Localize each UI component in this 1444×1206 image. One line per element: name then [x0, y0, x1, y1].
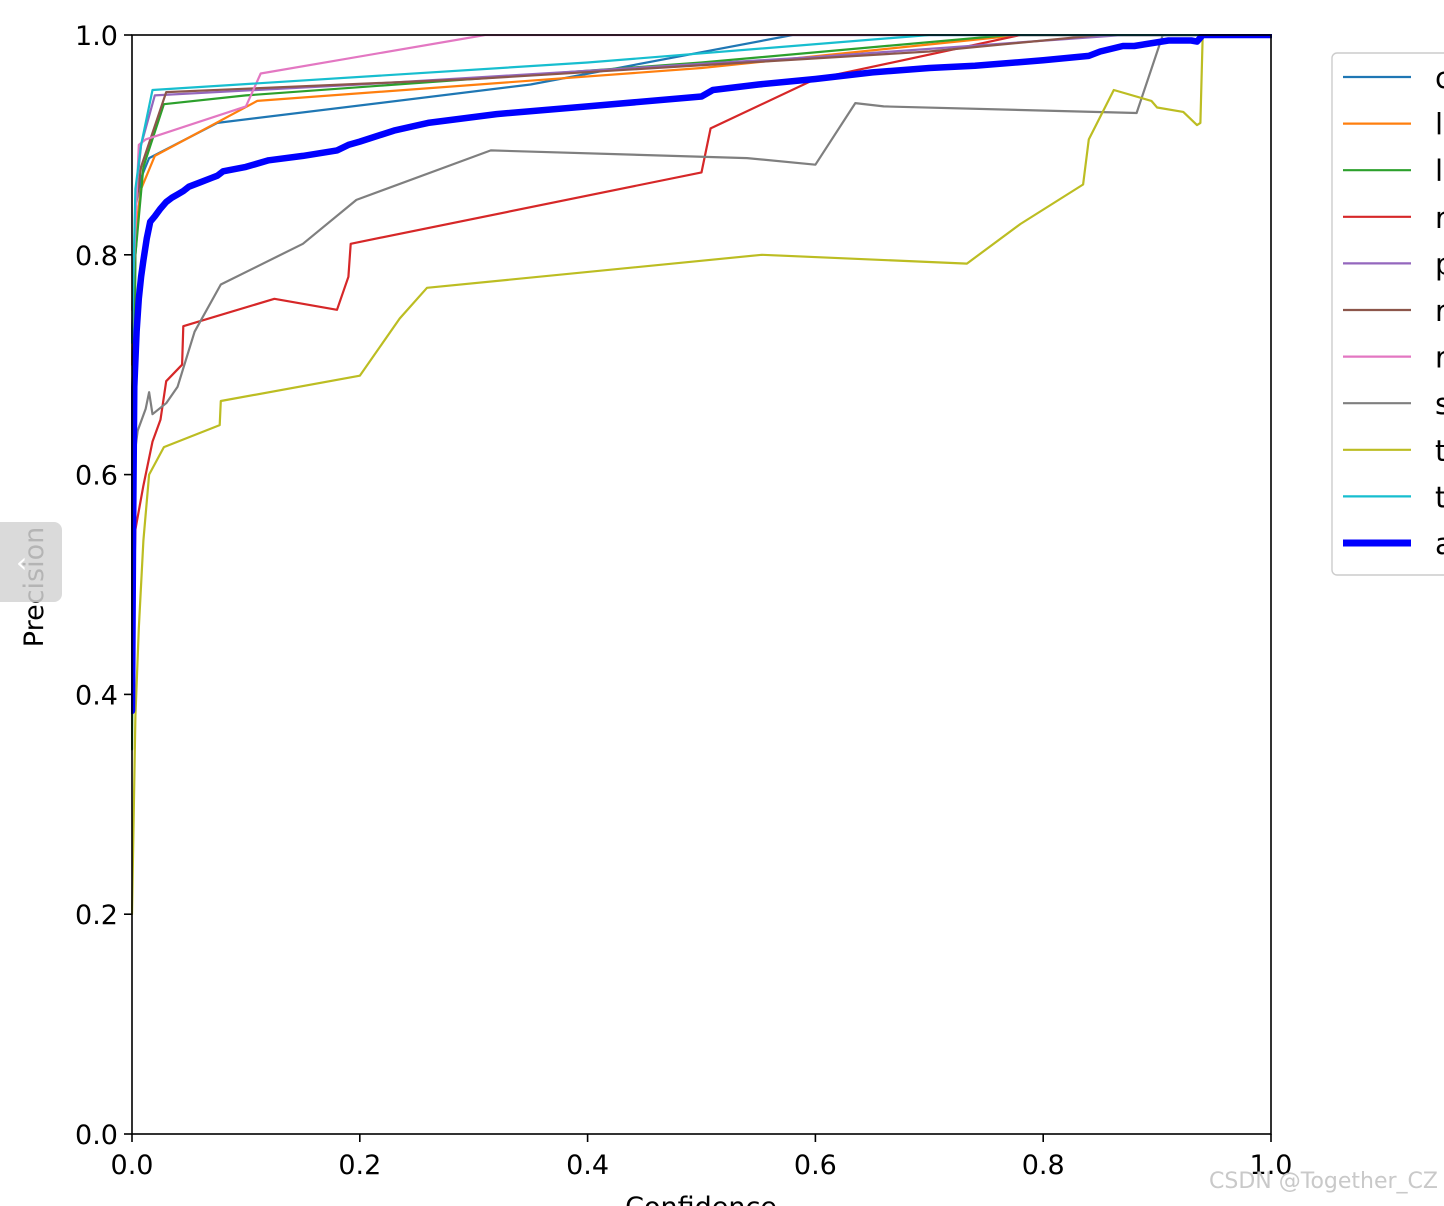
x-tick-label: 0.2 — [338, 1150, 381, 1181]
series-line-11 — [131, 34, 1272, 715]
x-tick-label: 0.8 — [1022, 1150, 1065, 1181]
series-line-8 — [131, 34, 1272, 476]
legend-label-4: r — [1435, 201, 1444, 235]
legend-label-9: t — [1435, 434, 1444, 468]
legend-label-1: c — [1435, 61, 1444, 95]
plot-area — [132, 35, 1271, 1134]
legend: cllrprrstta — [1331, 52, 1444, 576]
legend-label-2: l — [1435, 108, 1443, 142]
legend-label-8: s — [1435, 387, 1444, 421]
legend-label-10: t — [1435, 480, 1444, 514]
y-tick-label: 0.6 — [75, 461, 118, 492]
x-tick-label: 0.6 — [794, 1150, 837, 1181]
legend-label-7: r — [1435, 341, 1444, 375]
x-axis-ticks: 0.0 0.2 0.4 0.6 0.8 1.0 — [111, 1134, 1293, 1181]
watermark: CSDN @Together_CZ — [1209, 1169, 1438, 1194]
y-tick-label: 0.2 — [75, 900, 118, 931]
legend-label-3: l — [1435, 154, 1443, 188]
y-tick-label: 0.0 — [75, 1120, 118, 1151]
x-axis-label: Confidence — [625, 1192, 777, 1206]
legend-label-6: r — [1435, 294, 1444, 328]
x-tick-label: 0.4 — [566, 1150, 609, 1181]
x-tick-label: 0.0 — [111, 1150, 154, 1181]
series-line-4 — [131, 34, 1272, 674]
legend-label-5: p — [1435, 247, 1444, 281]
y-axis-ticks: 0.0 0.2 0.4 0.6 0.8 1.0 — [75, 21, 132, 1151]
series-line-3 — [131, 34, 1272, 751]
legend-frame — [1331, 52, 1444, 576]
x-tick-label: 1.0 — [1250, 1150, 1293, 1181]
side-panel-handle[interactable]: ‹ — [0, 522, 62, 602]
legend-label-11: a — [1435, 527, 1444, 561]
plot-frame — [131, 34, 1272, 1135]
y-tick-label: 1.0 — [75, 21, 118, 52]
y-tick-label: 0.4 — [75, 680, 118, 711]
y-tick-label: 0.8 — [75, 241, 118, 272]
series-line-9 — [131, 34, 1272, 916]
chevron-left-icon: ‹ — [16, 546, 28, 579]
